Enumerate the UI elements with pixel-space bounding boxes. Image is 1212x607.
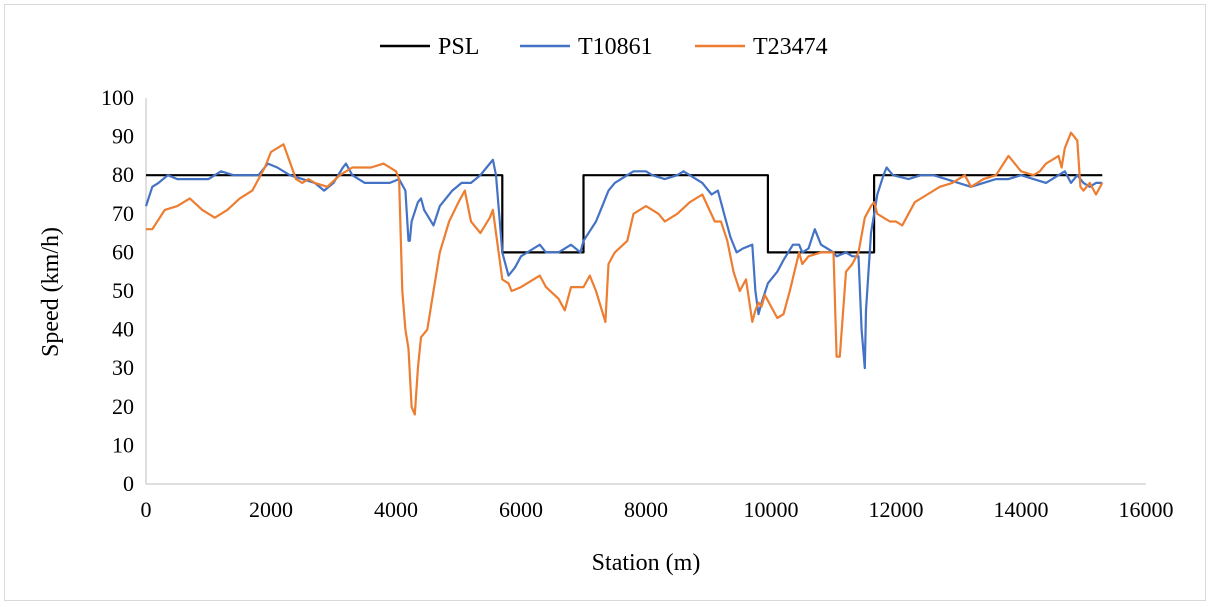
x-tick-label: 12000: [869, 497, 924, 522]
y-tick-label: 30: [112, 355, 134, 380]
series-line-t23474: [146, 131, 1104, 416]
series-line-psl: [146, 174, 1103, 254]
x-tick-label: 14000: [994, 497, 1049, 522]
series-layer: [144, 131, 1104, 416]
x-tick-label: 4000: [374, 497, 418, 522]
y-tick-label: 100: [101, 85, 134, 110]
legend-label-t23474: T23474: [753, 34, 828, 60]
legend: PSL T10861 T23474: [380, 34, 828, 60]
x-tick-label: 0: [141, 497, 152, 522]
x-tick-label: 16000: [1119, 497, 1174, 522]
y-tick-label: 90: [112, 124, 134, 149]
x-axis: 0 2000 4000 6000 8000 10000 12000 14000 16000: [141, 483, 1174, 522]
x-tick-label: 8000: [624, 497, 668, 522]
chart-frame: [4, 4, 1206, 601]
y-axis-title: Speed (km/h): [38, 227, 64, 357]
x-tick-label: 10000: [744, 497, 799, 522]
y-tick-label: 0: [123, 471, 134, 496]
x-tick-label: 2000: [249, 497, 293, 522]
legend-label-psl: PSL: [438, 34, 479, 60]
y-tick-label: 40: [112, 317, 134, 342]
y-axis: 0 10 20 30 40 50 60 70 80 90 100: [101, 85, 147, 496]
y-tick-label: 20: [112, 394, 134, 419]
y-tick-label: 50: [112, 278, 134, 303]
y-tick-label: 10: [112, 432, 134, 457]
y-tick-label: 70: [112, 201, 134, 226]
x-axis-title: Station (m): [592, 550, 701, 576]
series-line-t10861: [144, 158, 1103, 370]
y-tick-label: 80: [112, 162, 134, 187]
x-tick-label: 6000: [499, 497, 543, 522]
legend-label-t10861: T10861: [578, 34, 653, 60]
y-tick-label: 60: [112, 239, 134, 264]
